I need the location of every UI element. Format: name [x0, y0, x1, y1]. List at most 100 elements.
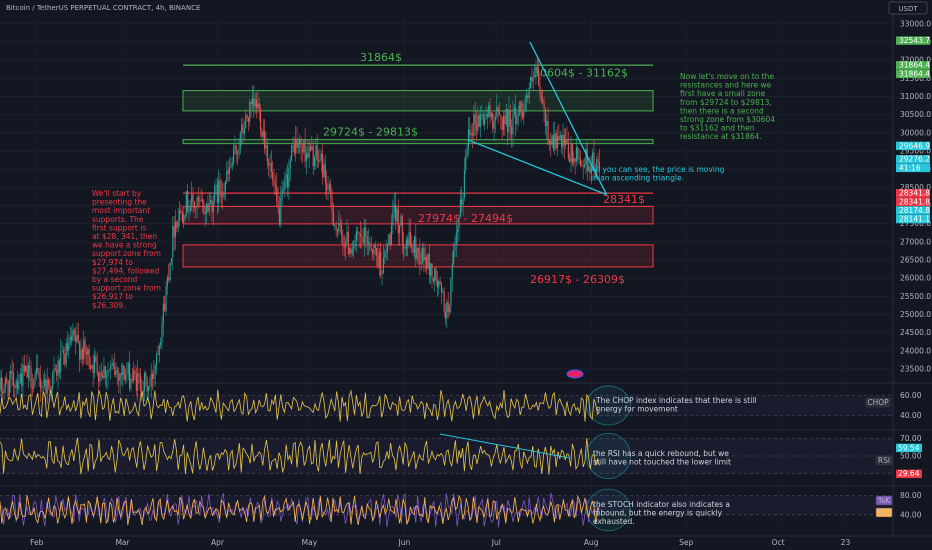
- candle-body: [407, 239, 409, 246]
- candle-body: [41, 386, 43, 389]
- candle-body: [133, 370, 135, 381]
- candle-body: [264, 130, 266, 149]
- candle-body: [534, 75, 536, 78]
- candle-body: [46, 379, 48, 394]
- candle-body: [64, 353, 66, 364]
- candle-body: [311, 146, 313, 151]
- candle-body: [76, 334, 78, 343]
- candle-body: [14, 385, 16, 388]
- currency-button[interactable]: [888, 1, 928, 15]
- candle-body: [392, 212, 394, 226]
- candle-body: [400, 216, 402, 226]
- price-tick-label: 24000.0: [900, 346, 931, 355]
- candle-body: [149, 386, 151, 387]
- candle-body: [223, 191, 225, 197]
- candle-body: [134, 370, 136, 375]
- candle-body: [71, 336, 73, 341]
- candle-body: [238, 148, 240, 155]
- candle-body: [15, 381, 17, 388]
- candle-body: [197, 197, 199, 201]
- candle-body: [401, 216, 403, 244]
- time-tick-label: Feb: [30, 538, 44, 547]
- candle-body: [126, 374, 128, 375]
- candle-body: [368, 242, 370, 244]
- candle-body: [211, 200, 213, 212]
- candle-body: [343, 246, 345, 248]
- candle-body: [395, 204, 397, 222]
- candle-body: [465, 155, 467, 170]
- candle-body: [316, 145, 318, 161]
- zone-label: 27974$ - 27494$: [418, 212, 513, 225]
- candle-body: [593, 152, 595, 169]
- candle-body: [386, 245, 388, 252]
- triangle-trendlines: [468, 41, 608, 196]
- candle-body: [493, 121, 495, 129]
- candle-body: [513, 107, 515, 114]
- candle-body: [431, 263, 433, 278]
- candle-body: [168, 277, 170, 281]
- candle-body: [285, 174, 287, 179]
- candle-body: [565, 140, 567, 146]
- candle-body: [278, 208, 280, 225]
- candle-body: [38, 372, 40, 379]
- candle-body: [274, 184, 276, 187]
- candle-body: [411, 244, 413, 249]
- candle-body: [434, 268, 436, 282]
- time-tick-label: 23: [841, 538, 851, 547]
- candle-body: [527, 95, 529, 98]
- price-axis[interactable]: 33000.032500.032000.031500.031000.030500…: [865, 19, 931, 519]
- candle-body: [555, 133, 557, 149]
- candle-body: [484, 119, 486, 125]
- candle-body: [539, 86, 541, 96]
- price-tick-label: 30500.0: [900, 110, 931, 119]
- candle-body: [114, 365, 116, 375]
- candle-body: [373, 245, 375, 255]
- stoch-d-line: [0, 494, 600, 526]
- price-tick-label: 26000.0: [900, 274, 931, 283]
- candle-body: [309, 146, 312, 151]
- candle-body: [7, 381, 9, 396]
- candle-body: [597, 159, 599, 162]
- candle-body: [266, 145, 268, 162]
- candle-body: [474, 114, 476, 124]
- candle-body: [519, 101, 521, 115]
- candle-body: [226, 170, 228, 182]
- candle-body: [579, 158, 582, 165]
- candle-body: [335, 225, 337, 230]
- indicator-tick-label: 80.00: [900, 491, 922, 500]
- candle-body: [287, 174, 289, 188]
- candle-body: [480, 114, 482, 127]
- candle-body: [56, 369, 58, 376]
- candle-body: [331, 197, 333, 213]
- candle-body: [157, 354, 159, 355]
- candle-body: [35, 368, 37, 374]
- candle-body: [449, 306, 451, 313]
- candle-body: [143, 373, 145, 391]
- indicator-badge: [875, 507, 893, 518]
- candle-body: [204, 212, 206, 215]
- indicator-value-label: 59.54: [898, 443, 920, 452]
- indicator-badge: [875, 495, 893, 506]
- candle-body: [345, 242, 347, 248]
- candle-body: [93, 356, 96, 374]
- candle-body: [156, 354, 158, 365]
- candle-body: [116, 370, 118, 373]
- candle-body: [12, 373, 15, 386]
- candle-body: [147, 386, 150, 392]
- candle-body: [403, 243, 405, 249]
- candle-body: [509, 110, 511, 127]
- candle-body: [299, 139, 301, 145]
- candle-body: [389, 234, 391, 245]
- candle-body: [422, 247, 424, 263]
- candle-body: [442, 291, 444, 293]
- candle-body: [2, 391, 4, 394]
- time-axis[interactable]: Feb Mar Apr May Jun Jul Aug Sep Oct 23: [30, 538, 850, 547]
- price-badge: [896, 206, 930, 215]
- price-badge: [896, 163, 930, 173]
- candle-body: [146, 378, 148, 392]
- candle-body: [417, 247, 420, 252]
- candle-body: [566, 140, 568, 144]
- candle-body: [260, 109, 262, 131]
- candle-body: [231, 162, 233, 168]
